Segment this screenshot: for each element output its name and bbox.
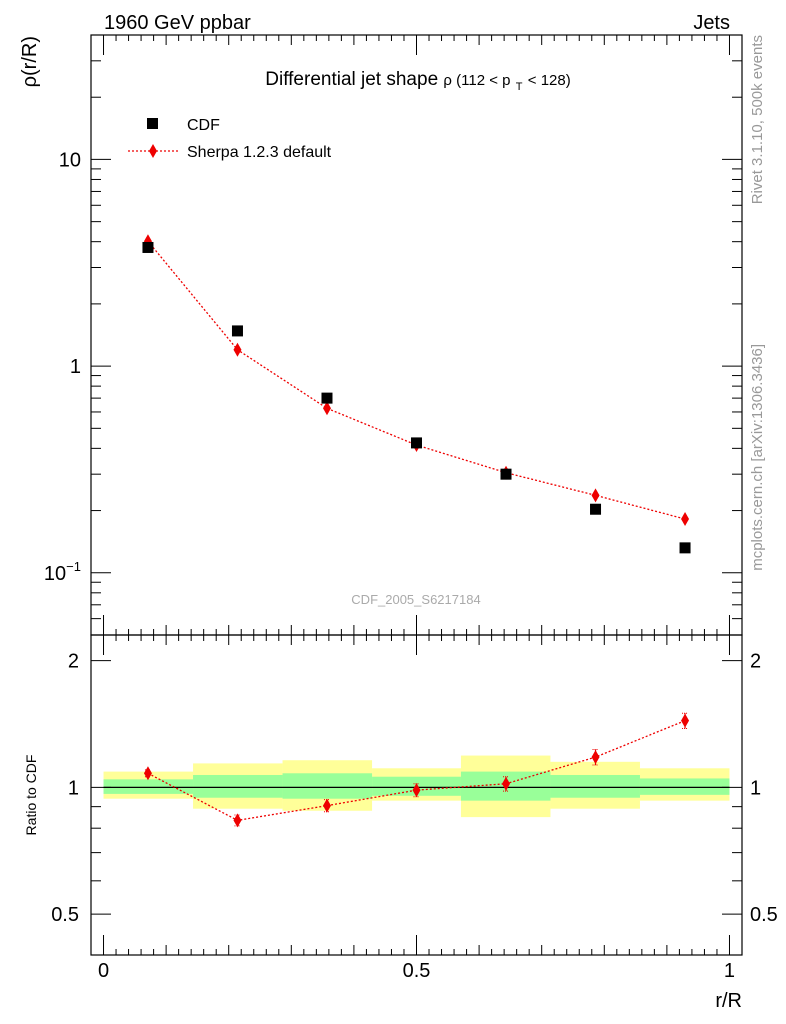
ratio-point-diamond xyxy=(143,766,152,781)
data-point-square xyxy=(679,542,691,554)
legend: CDF Sherpa 1.2.3 default xyxy=(128,117,332,161)
ratio-panel-y-tick-labels: 0.5 0.5 1 1 2 2 xyxy=(51,651,778,927)
data-point-square xyxy=(321,392,333,404)
mc-point-diamond xyxy=(322,401,331,416)
data-point-square xyxy=(411,437,422,449)
ratio-panel: 0.5 0.51 12 2 0 0.5 1 Ratio to CDF r/R xyxy=(23,634,778,1012)
header-left-label: 1960 GeV ppbar xyxy=(104,12,251,34)
x-tick-label: 1 xyxy=(724,960,735,982)
tick-exponent: −1 xyxy=(66,559,81,574)
ratio-band-inner xyxy=(103,779,194,794)
ratio-point-diamond xyxy=(502,776,511,791)
rivet-version-label: Rivet 3.1.10, 500k events xyxy=(749,35,766,204)
x-tick-label: 0 xyxy=(98,960,109,982)
ratio-band-inner xyxy=(639,778,730,795)
main-y-tick-label: 10 xyxy=(59,149,81,171)
legend-mc-marker xyxy=(149,144,157,158)
x-tick-label: 0.5 xyxy=(403,960,431,982)
main-panel-ticks xyxy=(91,34,742,636)
title-sub: ρ (112 < p xyxy=(443,72,510,89)
title-sub-index: T xyxy=(516,81,523,93)
legend-data-label: CDF xyxy=(187,117,220,134)
analysis-id-label: CDF_2005_S6217184 xyxy=(351,592,480,607)
mc-point-diamond xyxy=(591,488,600,503)
mc-series-points xyxy=(143,234,690,527)
ratio-y-tick-label-left: 0.5 xyxy=(51,904,79,926)
main-y-tick-label: 1 xyxy=(70,356,81,378)
ratio-y-tick-label-left: 1 xyxy=(68,777,79,799)
ratio-band-inner xyxy=(550,774,640,798)
ratio-band-inner xyxy=(193,774,283,798)
title-sub-tail: < 128) xyxy=(528,72,571,89)
ratio-uncertainty-bands xyxy=(103,755,730,818)
ratio-panel-x-tick-labels: 0 0.5 1 xyxy=(98,960,735,982)
ratio-point-diamond xyxy=(233,813,242,828)
ratio-y-axis-label: Ratio to CDF xyxy=(23,755,39,836)
data-point-square xyxy=(500,468,512,480)
ratio-y-tick-label-right: 2 xyxy=(750,651,761,673)
ratio-mc-points xyxy=(143,712,690,828)
ratio-panel-ticks xyxy=(91,635,742,956)
main-y-tick-label: 10−1 xyxy=(44,559,81,585)
ratio-point-diamond xyxy=(322,798,331,813)
mc-series-polyline xyxy=(147,240,686,520)
ratio-y-tick-label-right: 1 xyxy=(750,777,761,799)
mc-series-line xyxy=(147,240,686,520)
data-point-square xyxy=(590,503,602,515)
mc-point-diamond xyxy=(233,342,242,357)
mcplots-label: mcplots.cern.ch [arXiv:1306.3436] xyxy=(749,344,766,571)
data-point-square xyxy=(231,325,243,337)
header-right-label: Jets xyxy=(693,12,730,34)
ratio-point-diamond xyxy=(412,783,421,798)
ratio-y-tick-label-left: 2 xyxy=(68,651,79,673)
ratio-y-tick-label-right: 0.5 xyxy=(750,904,778,926)
legend-mc-label: Sherpa 1.2.3 default xyxy=(187,144,332,161)
legend-data-marker xyxy=(147,118,158,129)
ratio-point-diamond xyxy=(591,750,600,765)
data-point-square xyxy=(142,241,154,253)
tick-base: 10 xyxy=(44,563,66,585)
ratio-band-inner xyxy=(282,773,373,799)
title-main: Differential jet shape xyxy=(265,69,438,90)
x-axis-label: r/R xyxy=(715,990,742,1012)
main-y-axis-label: ρ(r/R) xyxy=(19,36,41,87)
data-series-points xyxy=(142,241,691,554)
ratio-point-diamond xyxy=(681,713,690,728)
mc-point-diamond xyxy=(681,512,690,527)
plot-title: Differential jet shape ρ (112 < p T < 12… xyxy=(265,69,570,95)
